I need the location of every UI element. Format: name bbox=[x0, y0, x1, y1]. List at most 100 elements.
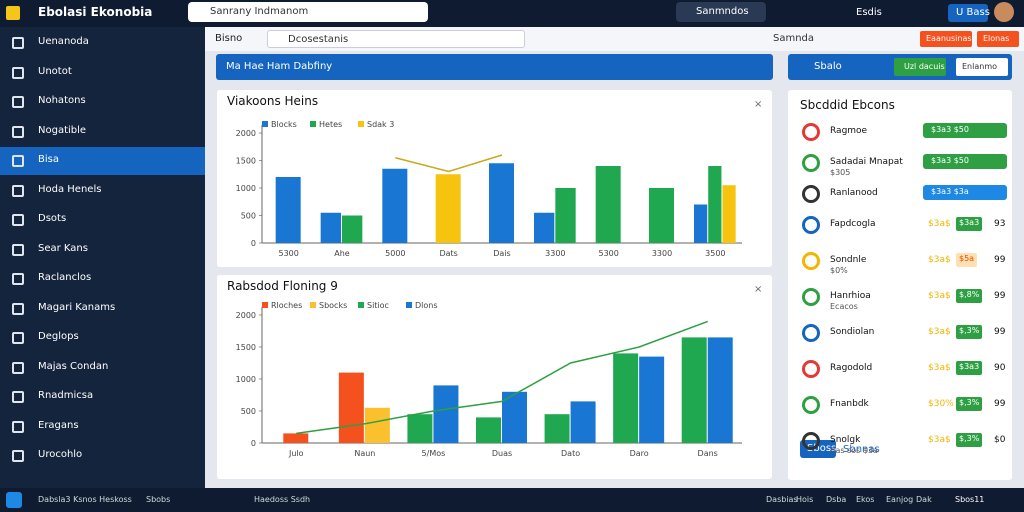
search[interactable]: Sanrany Indmanom bbox=[188, 2, 428, 22]
row-name: Fapdcogla bbox=[830, 219, 876, 229]
nav-item[interactable]: Hoda Henels bbox=[0, 177, 205, 205]
row-tail: 93 bbox=[994, 219, 1006, 229]
toolbar-button[interactable]: Eaanusinas bbox=[920, 31, 972, 47]
row-tail: $0 bbox=[994, 435, 1006, 445]
nav-item[interactable]: Eragans bbox=[0, 413, 205, 441]
row-icon bbox=[802, 252, 820, 270]
nav-item[interactable]: Nogatible bbox=[0, 118, 205, 146]
y-tick-label: 2000 bbox=[236, 311, 256, 320]
row-tail: 90 bbox=[994, 363, 1006, 373]
x-tick-label: Daro bbox=[630, 449, 649, 458]
tab[interactable]: Bisno bbox=[215, 33, 243, 44]
row-value: $3a$ bbox=[928, 435, 951, 445]
account-button[interactable]: U Bass bbox=[948, 4, 990, 22]
bar bbox=[433, 385, 459, 443]
nav-icon bbox=[12, 391, 24, 403]
bar bbox=[275, 177, 301, 243]
nav-item[interactable]: Bisa bbox=[0, 147, 205, 175]
legend-swatch bbox=[310, 302, 316, 308]
footer-link[interactable]: Dsba bbox=[826, 495, 847, 504]
nav-item[interactable]: Nohatons bbox=[0, 88, 205, 116]
chart: Viakoons Heins × 0 500 1000 1500 2000 Blocks Het… bbox=[227, 94, 762, 258]
chart-title: Rabsdod Floning 9 bbox=[227, 279, 338, 293]
row-tail: 99 bbox=[994, 291, 1006, 301]
nav-item[interactable]: Uenanoda bbox=[0, 29, 205, 57]
filter[interactable]: Sbalo bbox=[814, 61, 842, 72]
nav-item[interactable]: Raclanclos bbox=[0, 265, 205, 293]
chart-title: Viakoons Heins bbox=[227, 94, 318, 108]
filter-button[interactable]: Enlanmo bbox=[956, 58, 1008, 76]
nav-label: Uenanoda bbox=[38, 36, 89, 47]
y-tick-label: 2000 bbox=[236, 129, 256, 138]
sidebar: Uenanoda Unotot Nohatons Nogatible Bisa Hoda … bbox=[0, 27, 205, 488]
row-name: Hanrhioa bbox=[830, 291, 871, 301]
nav-label: Deglops bbox=[38, 331, 79, 342]
nav-label: Urocohlo bbox=[38, 449, 83, 460]
row-name: Ragodold bbox=[830, 363, 873, 373]
nav-item[interactable]: Sear Kans bbox=[0, 236, 205, 264]
bar bbox=[595, 166, 621, 243]
legend-swatch bbox=[310, 121, 316, 127]
toolbar-search[interactable]: Dcosestanis bbox=[267, 30, 525, 48]
row-name: Fnanbdk bbox=[830, 399, 869, 409]
avatar[interactable] bbox=[994, 2, 1014, 22]
nav-item[interactable]: Rnadmicsa bbox=[0, 383, 205, 411]
x-tick-label: 3300 bbox=[545, 249, 565, 258]
bar bbox=[613, 353, 639, 443]
nav-icon bbox=[12, 332, 24, 344]
nav-item[interactable]: Dsots bbox=[0, 206, 205, 234]
row-sub: $0% bbox=[830, 266, 848, 275]
footer-text: Dabsla3 Ksnos Heskoss bbox=[38, 495, 132, 504]
footer-link[interactable]: Hois bbox=[796, 495, 814, 504]
row-badge: $3a3 bbox=[956, 361, 983, 375]
footer-icon bbox=[6, 492, 22, 508]
toolbar-button[interactable]: Elonas bbox=[977, 31, 1019, 47]
nav-label: Raclanclos bbox=[38, 272, 92, 283]
nav-label: Bisa bbox=[38, 154, 59, 165]
bar bbox=[534, 212, 555, 243]
row-value: $3a$ bbox=[928, 219, 951, 229]
row-name: Sadadai Mnapat bbox=[830, 157, 903, 167]
bar bbox=[544, 414, 570, 443]
filter-button[interactable]: Uzl dacuis bbox=[894, 58, 946, 76]
bar bbox=[382, 168, 408, 243]
footer-link[interactable]: Eanjog bbox=[886, 495, 914, 504]
row-icon bbox=[802, 216, 820, 234]
footer-link[interactable]: Dak bbox=[916, 495, 932, 504]
brand: Ebolasi Ekonobia bbox=[38, 5, 153, 19]
x-tick-label: 5000 bbox=[385, 249, 405, 258]
row-value: $30% bbox=[928, 399, 954, 409]
row-badge: $5a bbox=[956, 253, 978, 267]
nav-item[interactable]: Magari Kanams bbox=[0, 295, 205, 323]
footer: Dabsla3 Ksnos Heskoss Sbobs Haedoss Ssdh Da… bbox=[0, 488, 1024, 512]
bar bbox=[707, 337, 733, 443]
nav-item[interactable]: Majas Condan bbox=[0, 354, 205, 382]
bar bbox=[489, 163, 514, 243]
top-bar: Ebolasi Ekonobia Sanrany Indmanom Sanmnd… bbox=[0, 0, 1024, 27]
row-icon bbox=[802, 324, 820, 342]
nav-item[interactable]: Unotot bbox=[0, 59, 205, 87]
footer-link[interactable]: Ekos bbox=[856, 495, 875, 504]
legend-swatch bbox=[358, 121, 364, 127]
nav-item[interactable]: Urocohlo bbox=[0, 442, 205, 470]
nav-label: Nohatons bbox=[38, 95, 86, 106]
row-badge: $3a3 $50 bbox=[923, 123, 1007, 138]
row-name: Sondiolan bbox=[830, 327, 875, 337]
row-icon bbox=[802, 154, 820, 172]
user-menu[interactable]: Sanmndos bbox=[676, 2, 766, 22]
row-sub: Bas sos $3a bbox=[830, 446, 878, 455]
side-panel: Sbcddid Ebcons Sboss Sbnnas Ragmoe $3a3 $… bbox=[788, 90, 1012, 480]
nav-label: Majas Condan bbox=[38, 360, 109, 372]
x-tick-label: Dans bbox=[698, 449, 718, 458]
banner: Ma Hae Ham Dabfiny bbox=[216, 54, 773, 80]
row-badge: $,3% bbox=[956, 433, 983, 447]
nav-icon bbox=[12, 66, 24, 79]
row-badge: $,3% bbox=[956, 325, 983, 339]
status: Esdis bbox=[856, 7, 882, 18]
footer-link[interactable]: Dasbias bbox=[766, 495, 798, 504]
x-tick-label: Dats bbox=[439, 249, 457, 258]
logo bbox=[6, 6, 20, 20]
nav-item[interactable]: Deglops bbox=[0, 324, 205, 352]
panel-link[interactable]: Sbnnas bbox=[843, 444, 880, 455]
